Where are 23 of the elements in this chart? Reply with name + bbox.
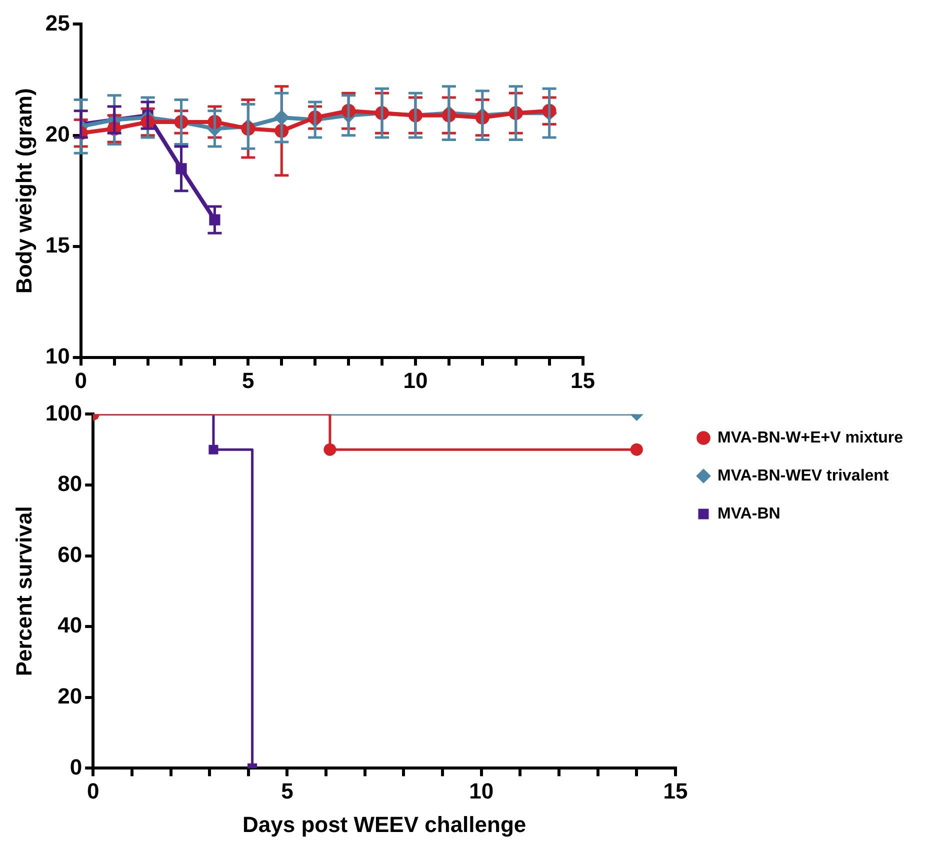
x-tick-label: 10 bbox=[469, 778, 494, 804]
y-axis-title: Body weight (gram) bbox=[11, 88, 36, 294]
y-tick-label: 40 bbox=[58, 612, 82, 638]
y-tick-label: 100 bbox=[45, 400, 82, 426]
y-axis-title: Percent survival bbox=[11, 506, 36, 676]
y-tick-label: 15 bbox=[45, 232, 70, 258]
y-tick-label: 25 bbox=[45, 10, 70, 36]
legend-label: MVA-BN-W+E+V mixture bbox=[717, 429, 904, 446]
y-tick-label: 20 bbox=[58, 683, 82, 708]
y-tick-label: 10 bbox=[45, 344, 70, 369]
x-tick-label: 10 bbox=[403, 368, 428, 393]
y-tick-label: 0 bbox=[70, 754, 82, 780]
legend-label: MVA-BN bbox=[717, 505, 780, 522]
x-tick-label: 0 bbox=[86, 778, 100, 804]
x-tick-label: 5 bbox=[242, 368, 254, 393]
x-tick-label: 15 bbox=[570, 368, 596, 393]
y-tick-label: 60 bbox=[58, 542, 82, 567]
y-tick-label: 80 bbox=[58, 471, 82, 496]
x-axis-title: Days post WEEV challenge bbox=[242, 812, 526, 837]
x-tick-label: 15 bbox=[663, 778, 688, 804]
legend-label: MVA-BN-WEV trivalent bbox=[717, 467, 890, 484]
x-tick-label: 5 bbox=[281, 778, 294, 804]
y-tick-label: 20 bbox=[45, 121, 70, 146]
